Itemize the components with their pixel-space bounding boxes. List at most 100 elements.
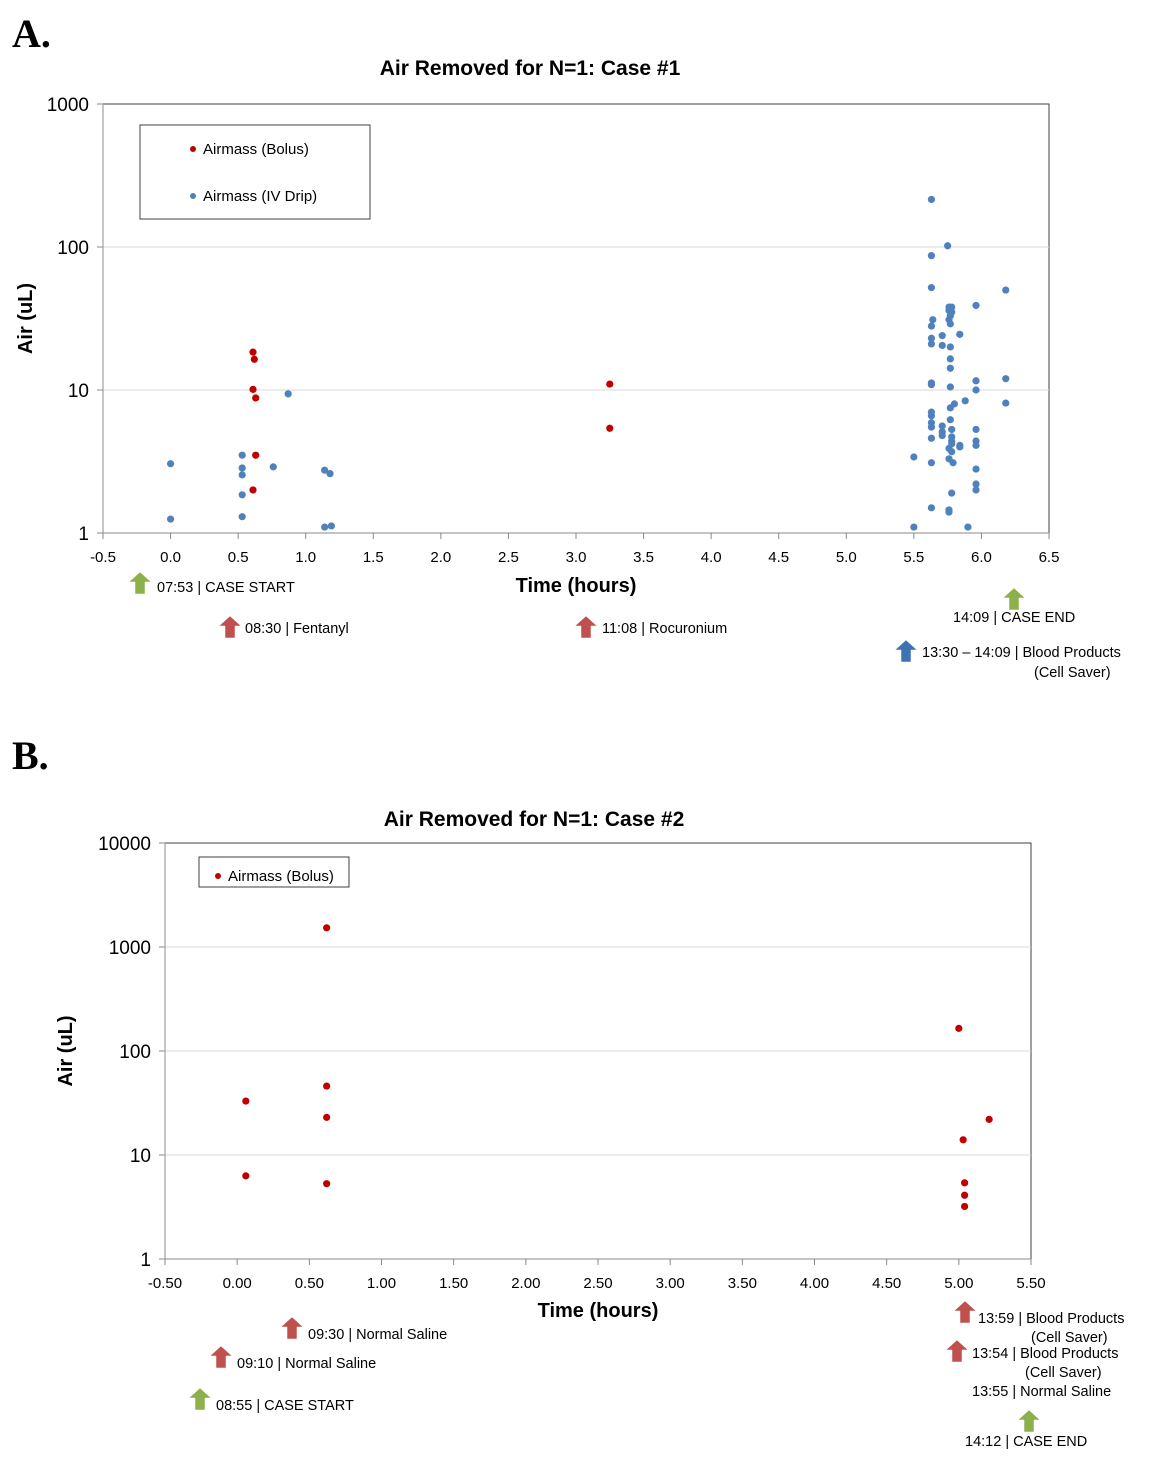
x-tick-label: 3.0: [566, 549, 587, 566]
bolus-point: [961, 1202, 969, 1211]
iv-drip-point: [946, 383, 954, 391]
green-arrow-icon: [1002, 587, 1026, 611]
red-arrow-icon: [945, 1339, 969, 1363]
x-axis-label: Time (hours): [516, 575, 637, 597]
red-arrow-icon: [218, 615, 242, 639]
iv-drip-point: [956, 443, 964, 451]
legend-marker: [190, 193, 196, 199]
iv-drip-point: [327, 522, 335, 530]
bolus-point: [606, 424, 614, 432]
iv-drip-point: [927, 284, 936, 292]
x-tick-label: 4.00: [800, 1275, 829, 1292]
event-annotation: 09:30 | Normal Saline: [308, 1327, 447, 1343]
y-axis-label: Air (uL): [15, 283, 37, 354]
x-tick-label: 2.00: [511, 1275, 540, 1292]
panel-label-b: B.: [12, 733, 49, 778]
iv-drip-point: [238, 464, 246, 472]
iv-drip-point: [946, 320, 954, 328]
bolus-point: [985, 1115, 993, 1123]
event-annotation: 08:30 | Fentanyl: [245, 621, 349, 637]
iv-drip-point: [946, 343, 954, 351]
x-tick-label: 0.0: [160, 549, 181, 566]
x-tick-label: 5.5: [903, 549, 924, 566]
x-tick-label: 4.50: [872, 1275, 901, 1292]
iv-drip-point: [927, 381, 936, 389]
legend-label: Airmass (Bolus): [203, 141, 309, 158]
iv-drip-point: [910, 453, 918, 461]
iv-drip-point: [1002, 399, 1010, 407]
legend-box: [198, 856, 350, 888]
iv-drip-point: [972, 425, 980, 434]
x-tick-label: 1.00: [367, 1275, 396, 1292]
y-tick-label: 10000: [98, 834, 151, 855]
iv-drip-point: [269, 463, 277, 471]
event-annotation: 13:59 | Blood Products: [978, 1311, 1124, 1327]
legend-marker: [215, 873, 221, 879]
blue-arrow-icon: [894, 639, 918, 663]
bolus-point: [959, 1136, 967, 1144]
event-annotation: 11:08 | Rocuronium: [602, 621, 727, 637]
legend-box: [139, 124, 371, 220]
event-annotation: 08:55 | CASE START: [216, 1398, 354, 1414]
iv-drip-point: [326, 470, 334, 478]
bolus-point: [252, 394, 260, 402]
iv-drip-point: [927, 334, 936, 342]
bolus-point: [250, 355, 258, 363]
x-tick-label: 5.0: [836, 549, 857, 566]
iv-drip-point: [321, 466, 329, 474]
iv-drip-point: [948, 448, 956, 456]
iv-drip-point: [238, 513, 246, 521]
x-tick-label: 2.0: [430, 549, 451, 566]
iv-drip-point: [927, 412, 936, 420]
iv-drip-point: [927, 195, 936, 204]
iv-drip-point: [166, 515, 175, 523]
iv-drip-point: [321, 523, 329, 531]
x-tick-label: 3.5: [633, 549, 654, 566]
event-annotation: 09:10 | Normal Saline: [237, 1356, 376, 1372]
bolus-point: [323, 1082, 331, 1090]
chart-a: Air Removed for N=1: Case #1 1 10 100 1000 -0…: [15, 57, 1121, 681]
y-tick-label: 1: [140, 1250, 151, 1271]
iv-drip-point: [910, 523, 918, 531]
y-tick-label: 1000: [109, 938, 151, 959]
y-tick-label: 100: [57, 238, 89, 259]
red-arrow-icon: [574, 615, 598, 639]
iv-drip-point: [1002, 375, 1010, 383]
iv-drip-point: [948, 489, 956, 497]
iv-drip-point: [972, 386, 980, 394]
x-tick-label: 5.00: [944, 1275, 973, 1292]
x-tick-label: 5.50: [1016, 1275, 1045, 1292]
y-tick-label: 1: [78, 524, 89, 545]
iv-drip-point: [946, 416, 954, 424]
x-tick-label: 2.50: [583, 1275, 612, 1292]
iv-drip-point: [946, 355, 954, 363]
iv-drip-point: [238, 451, 246, 459]
iv-drip-point: [948, 308, 956, 316]
iv-drip-point: [949, 459, 957, 467]
iv-drip-point: [927, 340, 936, 348]
red-arrow-icon: [209, 1345, 233, 1369]
x-tick-label: 1.5: [363, 549, 384, 566]
legend-marker: [190, 146, 196, 152]
x-tick-label: 4.0: [701, 549, 722, 566]
iv-drip-point: [929, 316, 937, 324]
x-tick-label: 6.0: [971, 549, 992, 566]
bolus-point: [955, 1024, 963, 1032]
iv-drip-point: [972, 480, 980, 488]
bolus-point: [961, 1179, 969, 1187]
event-annotation-sub: (Cell Saver): [1025, 1365, 1102, 1381]
y-tick-label: 1000: [47, 95, 89, 116]
bolus-point: [323, 1180, 331, 1188]
iv-drip-point: [972, 377, 980, 385]
x-tick-label: -0.5: [90, 549, 116, 566]
iv-drip-point: [927, 459, 936, 467]
event-annotation: 13:30 – 14:09 | Blood Products: [922, 645, 1121, 661]
x-tick-label: 6.5: [1039, 549, 1060, 566]
x-axis-label: Time (hours): [538, 1300, 659, 1322]
y-axis-label: Air (uL): [55, 1015, 77, 1086]
bolus-point: [242, 1097, 250, 1105]
iv-drip-point: [938, 422, 946, 430]
y-tick-label: 10: [68, 381, 89, 402]
bolus-point: [961, 1191, 969, 1199]
event-annotation-sub: (Cell Saver): [1034, 665, 1111, 681]
